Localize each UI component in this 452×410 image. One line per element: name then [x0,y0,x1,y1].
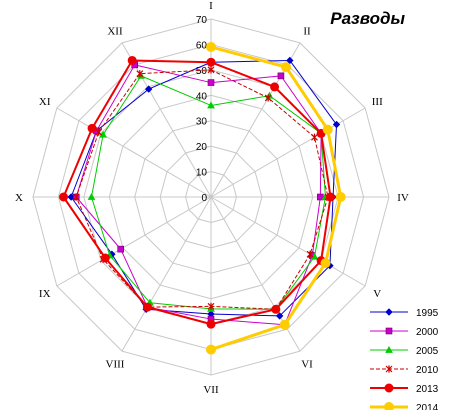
tick-label: 40 [196,91,208,102]
legend-label: 2010 [416,365,439,376]
legend-item: 2010 [370,365,439,376]
legend-marker [384,383,394,393]
data-point [281,62,292,73]
legend-marker [385,365,393,373]
data-point [207,101,215,109]
category-label: X [15,192,23,204]
legend-marker [385,308,393,316]
legend-item: 2005 [370,345,439,357]
legend-marker [384,402,394,410]
data-point [206,344,216,355]
data-point [270,82,280,92]
data-point [117,245,125,253]
grid-spoke [56,107,212,198]
category-label: XII [107,26,123,38]
tick-label: 70 [196,15,208,26]
data-point [59,192,69,202]
data-point [277,72,285,80]
category-label: III [372,96,383,108]
legend-label: 1995 [416,308,439,319]
tick-label: 0 [201,193,207,204]
chart-title: Разводы [330,9,405,28]
grid-spoke [121,196,212,352]
data-point [207,79,215,86]
category-label: I [209,0,213,12]
tick-label: 30 [196,117,208,128]
radial-tick-labels: 0 10 20 30 40 50 60 70 [196,15,208,204]
legend-item: 1995 [370,308,439,319]
legend-label: 2000 [416,327,439,338]
data-point [144,85,153,93]
data-point [207,302,215,310]
category-label: V [373,288,381,300]
data-point [206,41,216,52]
data-point [322,124,333,135]
data-point [332,120,341,129]
data-point [206,57,216,67]
data-point [142,302,152,312]
category-label: VIII [106,358,125,370]
data-point [326,192,336,202]
category-label: IV [397,192,409,204]
data-point [136,70,144,78]
data-point [100,253,110,263]
data-point [271,304,281,314]
data-point [95,128,103,136]
category-label: XI [39,96,51,108]
grid-spoke [210,107,366,198]
series-2013 [59,55,336,329]
series-layer [59,41,346,355]
data-point [311,133,318,141]
data-point [320,258,331,269]
grid-spoke [56,196,212,287]
series-2014 [206,41,346,355]
data-point [87,123,97,133]
data-point [87,192,96,200]
legend-item: 2013 [370,383,439,395]
data-point [264,94,272,102]
category-label: II [303,26,311,38]
data-point [306,250,314,258]
legend-item: 2000 [370,327,439,338]
legend-item: 2014 [370,402,439,410]
series-line [75,64,322,326]
data-point [127,55,137,65]
data-point [286,56,294,65]
legend-label: 2005 [416,346,439,357]
tick-label: 50 [196,66,208,77]
category-label: VII [203,384,219,396]
grid-spoke [121,42,212,198]
grid-spoke [210,196,366,287]
category-label: IX [39,288,51,300]
legend: 1995 2000 2005 2010 2013 2014 [370,308,439,410]
legend-marker [385,327,393,335]
data-point [72,193,80,201]
tick-label: 10 [196,168,208,179]
data-point [279,319,290,330]
category-label: VI [301,358,313,370]
legend-marker [385,345,393,353]
data-point [207,66,215,74]
data-point [275,312,284,320]
legend-label: 2014 [416,403,439,410]
tick-label: 20 [196,142,208,153]
data-point [335,192,346,202]
tick-label: 60 [196,40,208,51]
legend-label: 2013 [416,384,439,395]
data-point [206,319,216,329]
